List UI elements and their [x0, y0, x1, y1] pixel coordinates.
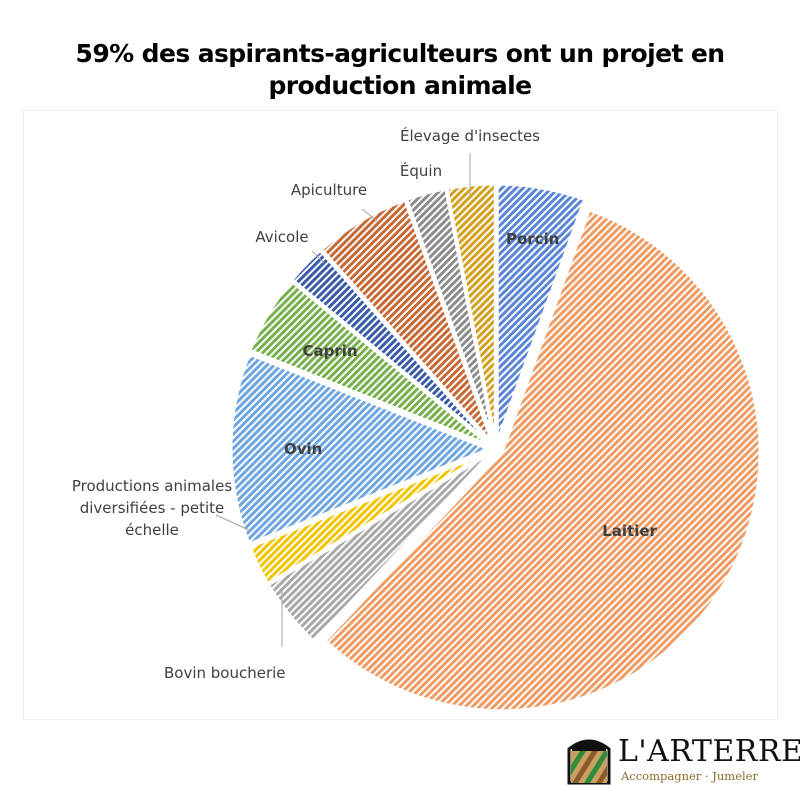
slice-label-avicole: Avicole [255, 228, 308, 246]
slice-label-caprin: Caprin [303, 342, 358, 360]
slice-label-equin: Équin [400, 161, 442, 180]
leader-line-apiculture [361, 208, 378, 222]
logo-name: L'ARTERRE [618, 734, 800, 769]
chart-title: 59% des aspirants-agriculteurs ont un pr… [75, 39, 726, 100]
pie-slice-ovin: Ovin [229, 352, 494, 546]
pie-slice-productions-animales-diversifiees-petite-echelle: Productions animales diversifiées - peti… [247, 450, 491, 586]
pie-slice-apiculture: Apiculture [319, 198, 494, 444]
slice-label-productions-animales-diversifiees-petite-echelle: Productions animales diversifiées - petit… [72, 477, 232, 539]
pie-slice-bovin-boucherie: Bovin boucherie [266, 452, 492, 644]
pie-slice-avicole: Avicole [290, 248, 493, 446]
chart-area: Porcin Laitier Bovin boucherie Productions … [23, 110, 778, 720]
leader-line-productions-animales-diversifiees-petite-echelle [215, 514, 252, 532]
logo-tagline: Accompagner · Jumeler [621, 769, 758, 783]
slice-label-ovin: Ovin [284, 440, 322, 458]
pie-slice-caprin: Caprin [248, 278, 491, 447]
logo: L'ARTERRE Accompagner · Jumeler [566, 735, 800, 785]
leader-line-avicole [311, 250, 325, 264]
slice-label-porcin: Porcin [506, 230, 559, 248]
slice-label-elevage-d-insectes: Élevage d'insectes [400, 126, 540, 145]
pie-slice-elevage-d-insectes: Élevage d'insectes [445, 182, 497, 443]
slice-label-bovin-boucherie: Bovin boucherie [164, 664, 286, 682]
logo-icon [567, 739, 611, 785]
slice-label-laitier: Laitier [602, 522, 657, 540]
slice-label-apiculture: Apiculture [291, 181, 367, 199]
pie-slice-laitier: Laitier [323, 207, 762, 713]
pie-slice-porcin: Porcin [495, 182, 587, 443]
